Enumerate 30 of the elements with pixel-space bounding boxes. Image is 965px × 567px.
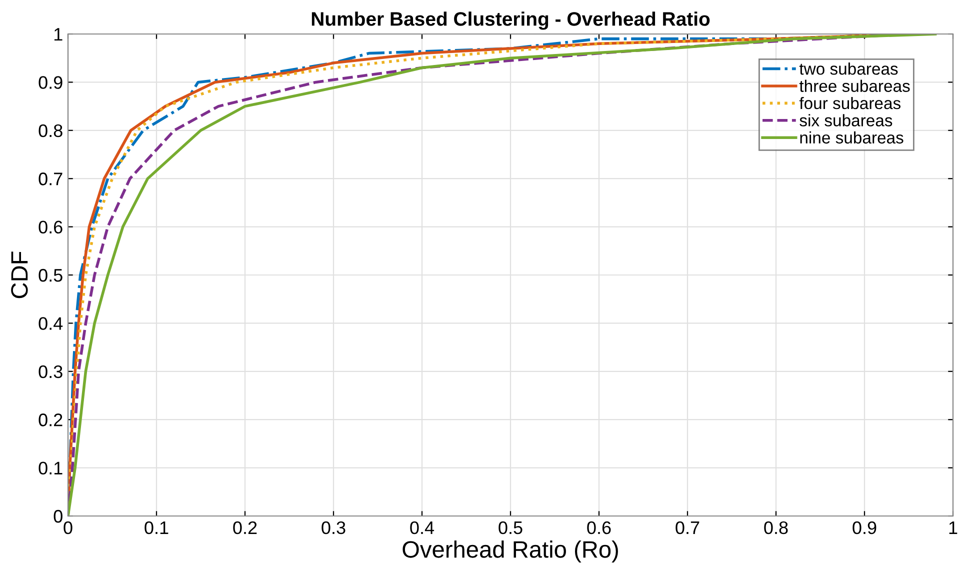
y-tick-label: 0.8: [38, 124, 62, 138]
y-tick-label: 0.9: [38, 76, 62, 89]
y-tick-label: 0.5: [38, 268, 62, 282]
x-tick-label: 0.7: [676, 521, 700, 534]
y-tick-label: 0.7: [38, 172, 62, 186]
y-axis-title: CDF: [11, 252, 28, 298]
y-tick-label: 0.2: [38, 414, 62, 426]
y-tick-label: 0.4: [38, 317, 63, 330]
chart-title: Number Based Clustering - Overhead Ratio: [312, 12, 710, 30]
x-tick-label: 0.8: [764, 521, 788, 534]
x-tick-label: 0.6: [587, 521, 611, 534]
x-tick-label: 0.5: [498, 521, 522, 534]
x-tick-label: 0.9: [852, 521, 876, 534]
x-tick-label: 0.3: [322, 521, 346, 534]
legend-label: nine subareas: [800, 131, 904, 144]
y-tick-label: 0: [54, 510, 62, 523]
x-tick-label: 0: [64, 521, 72, 534]
x-tick-label: 0.4: [410, 521, 434, 534]
legend-label: four subareas: [799, 96, 900, 110]
x-axis-title: Overhead Ratio (Ro): [402, 540, 618, 562]
y-tick-label: 1: [54, 28, 62, 41]
legend-label: two subareas: [799, 62, 898, 75]
legend-label: six subareas: [800, 114, 892, 126]
x-tick-label: 0.2: [233, 521, 257, 534]
legend-label: three subareas: [799, 80, 910, 92]
y-tick-label: 0.6: [38, 220, 62, 234]
x-tick-label: 1: [949, 522, 958, 534]
x-tick-label: 0.1: [144, 521, 168, 534]
y-tick-label: 0.1: [38, 462, 62, 475]
y-tick-label: 0.3: [38, 365, 62, 378]
